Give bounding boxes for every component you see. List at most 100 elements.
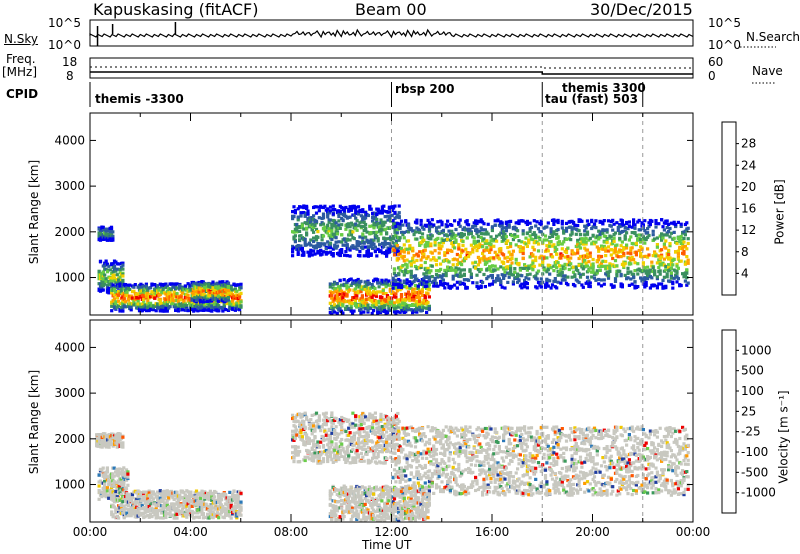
power-cell <box>436 236 440 240</box>
power-cell <box>205 287 210 291</box>
power-cell <box>238 308 242 312</box>
power-cell <box>181 304 185 308</box>
power-cell <box>402 254 406 258</box>
power-cell <box>218 289 222 293</box>
power-cell <box>580 219 584 223</box>
power-cell <box>430 218 434 222</box>
power-cell <box>665 219 669 223</box>
power-cell <box>626 276 630 280</box>
power-cell <box>660 238 664 242</box>
power-cell <box>160 285 164 289</box>
power-cell <box>671 263 675 267</box>
power-cell <box>352 296 356 300</box>
power-cell <box>372 293 376 297</box>
power-cell <box>495 277 499 281</box>
velocity-cell <box>111 476 115 480</box>
power-cell <box>581 272 585 276</box>
power-cell <box>443 253 447 257</box>
velocity-cell <box>97 484 101 488</box>
power-cell <box>397 238 401 242</box>
power-cell <box>124 300 128 304</box>
power-cell <box>328 218 333 222</box>
power-cell <box>458 280 462 284</box>
power-cell <box>668 242 672 246</box>
power-cell <box>443 251 447 255</box>
power-cell <box>213 302 217 306</box>
power-cell <box>364 245 368 249</box>
velocity-cell <box>125 495 129 499</box>
power-cell <box>338 307 342 311</box>
velocity-cell <box>144 507 148 512</box>
power-cell <box>363 280 367 284</box>
velocity-cell <box>139 494 143 498</box>
nsky-tick-bottom: 10^0 <box>48 38 81 52</box>
power-cell <box>429 242 433 246</box>
velocity-cell <box>143 515 147 519</box>
power-cell <box>595 269 599 273</box>
power-cell <box>643 266 647 270</box>
power-cell <box>365 301 369 305</box>
power-cell <box>129 308 133 312</box>
freq-label: Freq. <box>6 52 36 66</box>
power-cell <box>331 254 335 258</box>
power-cell <box>676 266 680 270</box>
power-cell <box>375 217 379 221</box>
power-cell <box>299 214 303 218</box>
power-cell <box>602 219 606 223</box>
power-cell <box>475 221 479 225</box>
power-cell <box>604 249 608 253</box>
power-cell <box>164 282 168 286</box>
power-cell <box>363 307 367 311</box>
velocity-cell <box>130 492 135 497</box>
power-cell <box>397 285 401 289</box>
power-cell <box>650 276 654 280</box>
velocity-cell <box>129 498 133 502</box>
power-cell <box>146 288 150 292</box>
power-cell <box>178 283 182 288</box>
power-cell <box>629 249 633 253</box>
power-cell <box>536 227 541 231</box>
power-cell <box>402 279 406 283</box>
power-cell <box>373 249 377 253</box>
power-cell <box>422 252 426 256</box>
power-cell <box>597 237 601 241</box>
power-cell <box>165 303 169 307</box>
power-cell <box>662 242 666 246</box>
cpid-label: CPID <box>6 87 39 101</box>
power-cell <box>587 238 591 242</box>
power-cell <box>398 226 402 230</box>
power-cell <box>98 259 103 263</box>
power-cell <box>191 292 196 296</box>
power-cell <box>588 285 592 289</box>
power-cell <box>337 214 341 219</box>
power-cell <box>354 222 358 226</box>
velocity-cell <box>103 432 107 436</box>
power-cell <box>420 290 424 294</box>
power-cell <box>660 218 664 222</box>
velocity-cell <box>101 492 105 496</box>
power-cell <box>328 285 332 289</box>
power-cell <box>461 243 465 248</box>
power-cell <box>539 223 543 227</box>
power-cell <box>647 233 651 238</box>
power-cell <box>634 233 638 238</box>
power-cell <box>676 255 680 259</box>
power-cell <box>567 267 571 272</box>
power-cell <box>101 270 105 274</box>
power-cell <box>349 233 354 237</box>
power-cell <box>309 248 313 252</box>
power-cell <box>665 226 669 230</box>
power-cell <box>504 220 508 224</box>
power-cell <box>637 218 641 222</box>
power-cell <box>457 267 461 271</box>
power-cell <box>406 307 411 311</box>
power-cell <box>374 292 378 296</box>
power-cell <box>640 233 644 237</box>
power-cell <box>212 291 216 295</box>
power-cell <box>298 238 302 242</box>
power-cell <box>517 279 521 283</box>
velocity-cell <box>126 503 130 507</box>
power-cell <box>331 204 335 208</box>
velocity-cell <box>101 466 105 470</box>
power-cell <box>110 272 114 276</box>
